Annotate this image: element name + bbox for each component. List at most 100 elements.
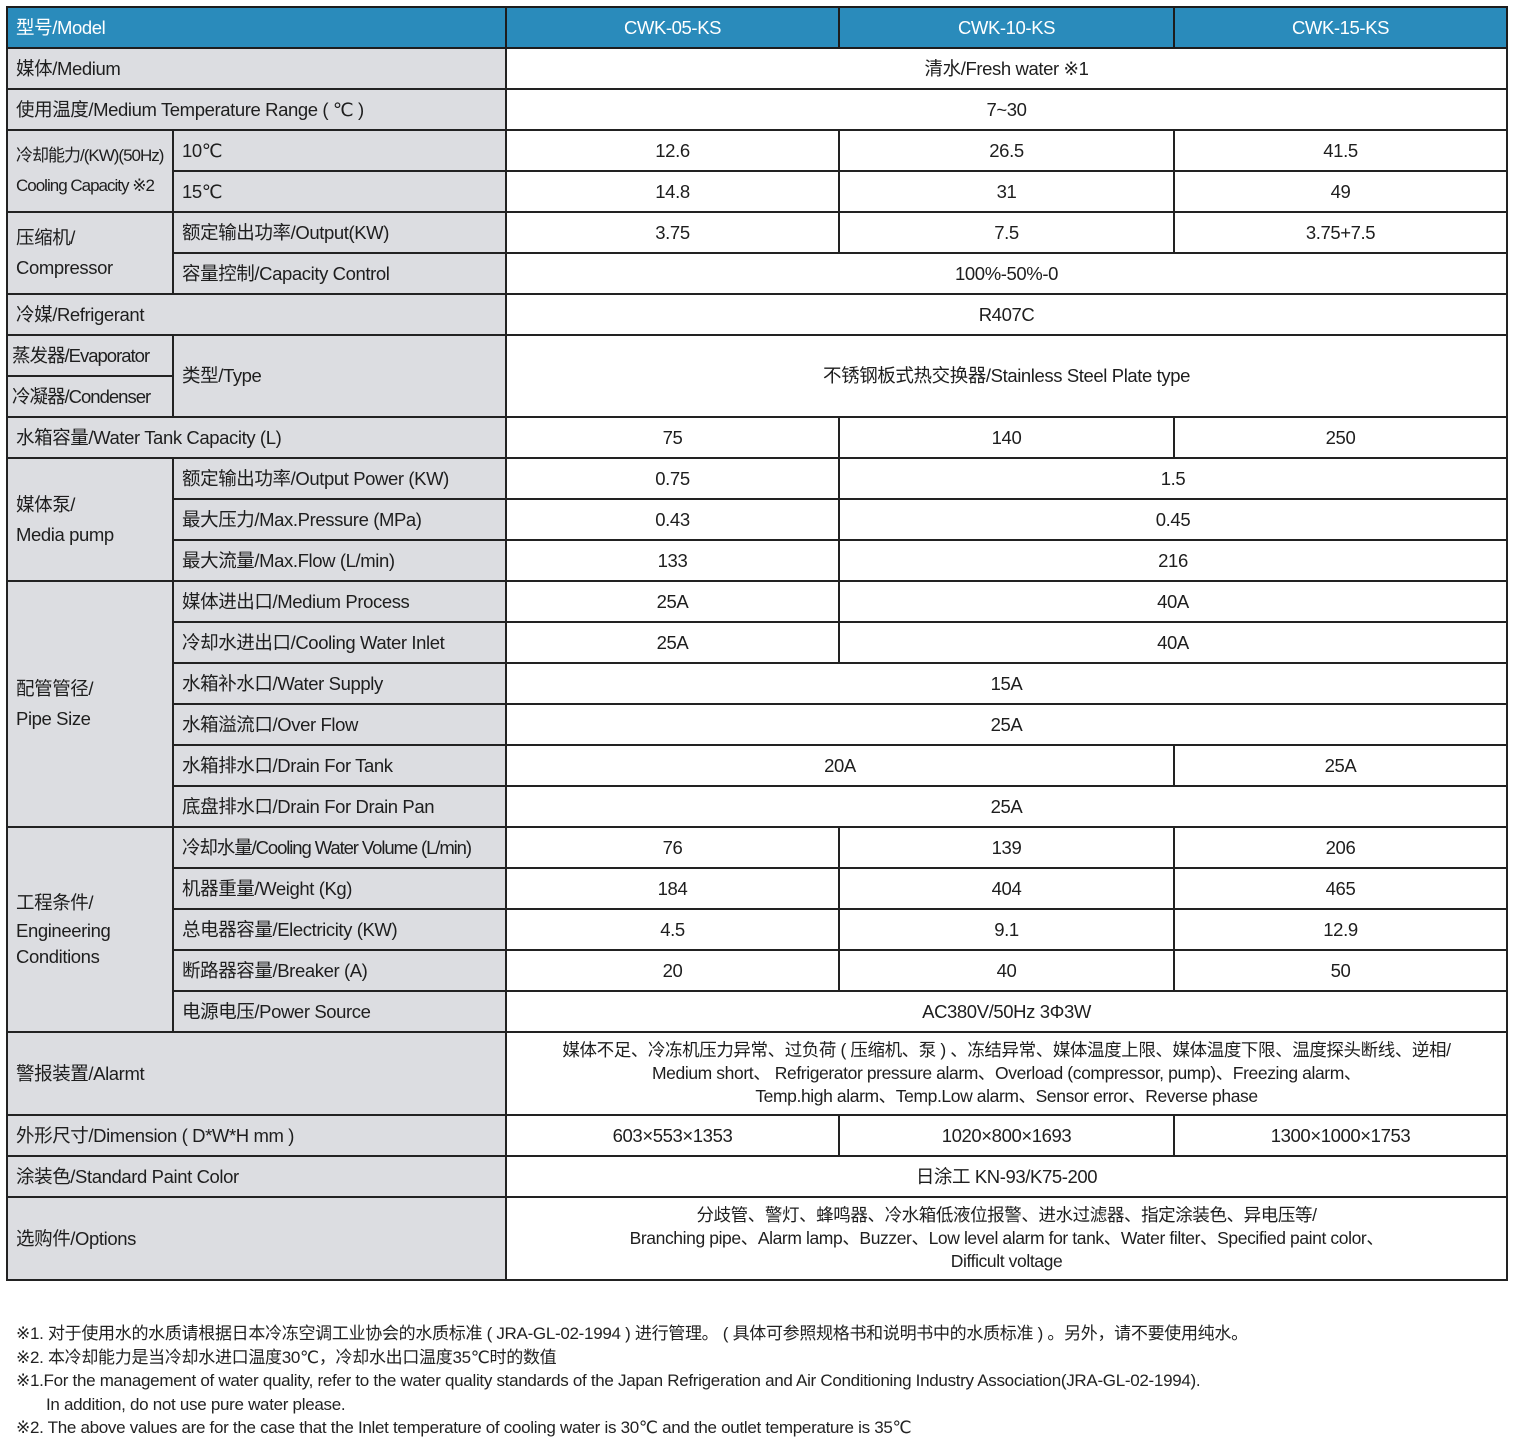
cell: 0.75 [505, 457, 841, 500]
alarm-cell: 媒体不足、冷冻机压力异常、过负荷 ( 压缩机、泵 ) 、冻结异常、媒体温度上限、… [505, 1031, 1509, 1116]
cell: 1300×1000×1753 [1173, 1114, 1509, 1157]
cell: 9.1 [838, 908, 1176, 951]
cell: 7.5 [838, 211, 1176, 254]
table-row: 外形尺寸/Dimension ( D*W*H mm ) 603×553×1353… [5, 1114, 1509, 1157]
cell: R407C [505, 293, 1509, 336]
cell: 0.45 [838, 498, 1509, 541]
row-label: 选购件/Options [5, 1196, 508, 1281]
table-row: 工程条件/Engineering Conditions 冷却水量/Cooling … [6, 826, 1509, 1033]
cell: 3.75+7.5 [1173, 211, 1509, 254]
cell: 216 [838, 539, 1509, 582]
cell: 不锈钢板式热交换器/Stainless Steel Plate type [505, 334, 1509, 418]
cell: 40 [838, 949, 1176, 992]
table-row: 水箱容量/Water Tank Capacity (L) 75 140 250 [5, 416, 1509, 459]
cell: 7~30 [505, 88, 1509, 131]
row-label: 最大流量/Max.Flow (L/min) [171, 539, 508, 582]
group-label: 媒体泵/Media pump [6, 457, 174, 582]
row-label: 水箱容量/Water Tank Capacity (L) [5, 416, 508, 459]
table-row: 蒸发器/Evaporator 类型/Type 不锈钢板式热交换器/Stainle… [6, 334, 1509, 418]
group-label: 工程条件/Engineering Conditions [6, 826, 174, 1033]
row-label: 15℃ [171, 170, 508, 213]
cell: 76 [505, 826, 841, 869]
cell: 206 [1173, 826, 1509, 869]
table-row: 底盘排水口/Drain For Drain Pan 25A [7, 785, 1509, 828]
cell: 0.43 [505, 498, 841, 541]
row-label: 容量控制/Capacity Control [171, 252, 508, 295]
row-label: 断路器容量/Breaker (A) [171, 949, 508, 992]
row-label: 额定输出功率/Output(KW) [171, 211, 508, 254]
table-row: 最大压力/Max.Pressure (MPa) 0.43 0.45 [7, 498, 1509, 541]
cell: 1020×800×1693 [838, 1114, 1176, 1157]
cell: 75 [505, 416, 841, 459]
footnote: ※2. The above values are for the case th… [16, 1418, 912, 1437]
cell: 404 [838, 867, 1176, 910]
cell: 25A [505, 621, 841, 664]
table-row: 冷却能力/(KW)(50Hz) Cooling Capacity ※2 10℃ 1… [6, 129, 1509, 213]
row-label: 水箱排水口/Drain For Tank [171, 744, 508, 787]
footnote: ※1. 对于使用水的水质请根据日本冷冻空调工业协会的水质标准 ( JRA-GL-… [16, 1324, 1248, 1343]
table-row: 冷媒/Refrigerant R407C [5, 293, 1509, 336]
model-column: CWK-10-KS [838, 6, 1176, 49]
row-label: 最大压力/Max.Pressure (MPa) [171, 498, 508, 541]
header-row: 型号/Model CWK-05-KS CWK-10-KS CWK-15-KS [5, 6, 1509, 49]
cell: 清水/Fresh water ※1 [505, 47, 1509, 90]
group-label: 压缩机/Compressor [6, 211, 174, 295]
row-label: 蒸发器/Evaporator [6, 334, 174, 377]
row-label: 冷凝器/Condenser [6, 375, 174, 418]
cell: 25A [505, 785, 1509, 828]
cell: 25A [505, 580, 841, 623]
row-label: 底盘排水口/Drain For Drain Pan [171, 785, 508, 828]
cell: 4.5 [505, 908, 841, 951]
model-header: 型号/Model [5, 6, 508, 49]
row-label: 冷却水量/Cooling Water Volume (L/min) [171, 826, 508, 869]
cell: 184 [505, 867, 841, 910]
table-row: 水箱补水口/Water Supply 15A [7, 662, 1509, 705]
cell: 3.75 [505, 211, 841, 254]
table-row: 断路器容量/Breaker (A) 20 40 50 [7, 949, 1509, 992]
row-label: 媒体/Medium [5, 47, 508, 90]
table-row: 警报装置/Alarmt 媒体不足、冷冻机压力异常、过负荷 ( 压缩机、泵 ) 、… [5, 1031, 1509, 1116]
cell: 26.5 [838, 129, 1176, 172]
table-row: 总电器容量/Electricity (KW) 4.5 9.1 12.9 [7, 908, 1509, 951]
cell: 31 [838, 170, 1176, 213]
table-row: 水箱溢流口/Over Flow 25A [7, 703, 1509, 746]
footnote: ※1.For the management of water quality, … [16, 1371, 1201, 1390]
cell: 49 [1173, 170, 1509, 213]
cell: 20A [505, 744, 1176, 787]
cell: 12.6 [505, 129, 841, 172]
footnotes: ※1. 对于使用水的水质请根据日本冷冻空调工业协会的水质标准 ( JRA-GL-… [16, 1322, 1248, 1440]
cell: 15A [505, 662, 1509, 705]
row-label: 警报装置/Alarmt [5, 1031, 508, 1116]
cell: 40A [838, 621, 1509, 664]
cell: 25A [1173, 744, 1509, 787]
cell: AC380V/50Hz 3Φ3W [505, 990, 1509, 1033]
cell: 14.8 [505, 170, 841, 213]
row-label: 10℃ [171, 129, 508, 172]
table-row: 压缩机/Compressor 额定输出功率/Output(KW) 3.75 7.… [6, 211, 1509, 295]
row-label: 水箱补水口/Water Supply [171, 662, 508, 705]
cell: 100%-50%-0 [505, 252, 1509, 295]
cell: 41.5 [1173, 129, 1509, 172]
cell: 140 [838, 416, 1176, 459]
table-row: 媒体/Medium 清水/Fresh water ※1 [5, 47, 1509, 90]
row-label: 水箱溢流口/Over Flow [171, 703, 508, 746]
table-row: 冷凝器/Condenser [6, 375, 1507, 418]
table-row: 配管管径/Pipe Size 媒体进出口/Medium Process 25A … [6, 580, 1509, 828]
cell: 1.5 [838, 457, 1509, 500]
model-column: CWK-05-KS [505, 6, 841, 49]
row-label: 外形尺寸/Dimension ( D*W*H mm ) [5, 1114, 508, 1157]
table-row: 15℃ 14.8 31 49 [7, 170, 1509, 213]
cell: 12.9 [1173, 908, 1509, 951]
group-label: 配管管径/Pipe Size [6, 580, 174, 828]
cell: 25A [505, 703, 1509, 746]
row-label: 冷却水进出口/Cooling Water Inlet [171, 621, 508, 664]
table-row: 机器重量/Weight (Kg) 184 404 465 [7, 867, 1509, 910]
table-row: 媒体泵/Media pump 额定输出功率/Output Power (KW) … [6, 457, 1509, 582]
cell: 133 [505, 539, 841, 582]
row-label: 机器重量/Weight (Kg) [171, 867, 508, 910]
options-cell: 分歧管、警灯、蜂鸣器、冷水箱低液位报警、进水过滤器、指定涂装色、异电压等/Bra… [505, 1196, 1509, 1281]
table-row: 水箱排水口/Drain For Tank 20A 25A [7, 744, 1509, 787]
cell: 20 [505, 949, 841, 992]
row-label: 总电器容量/Electricity (KW) [171, 908, 508, 951]
cell: 465 [1173, 867, 1509, 910]
